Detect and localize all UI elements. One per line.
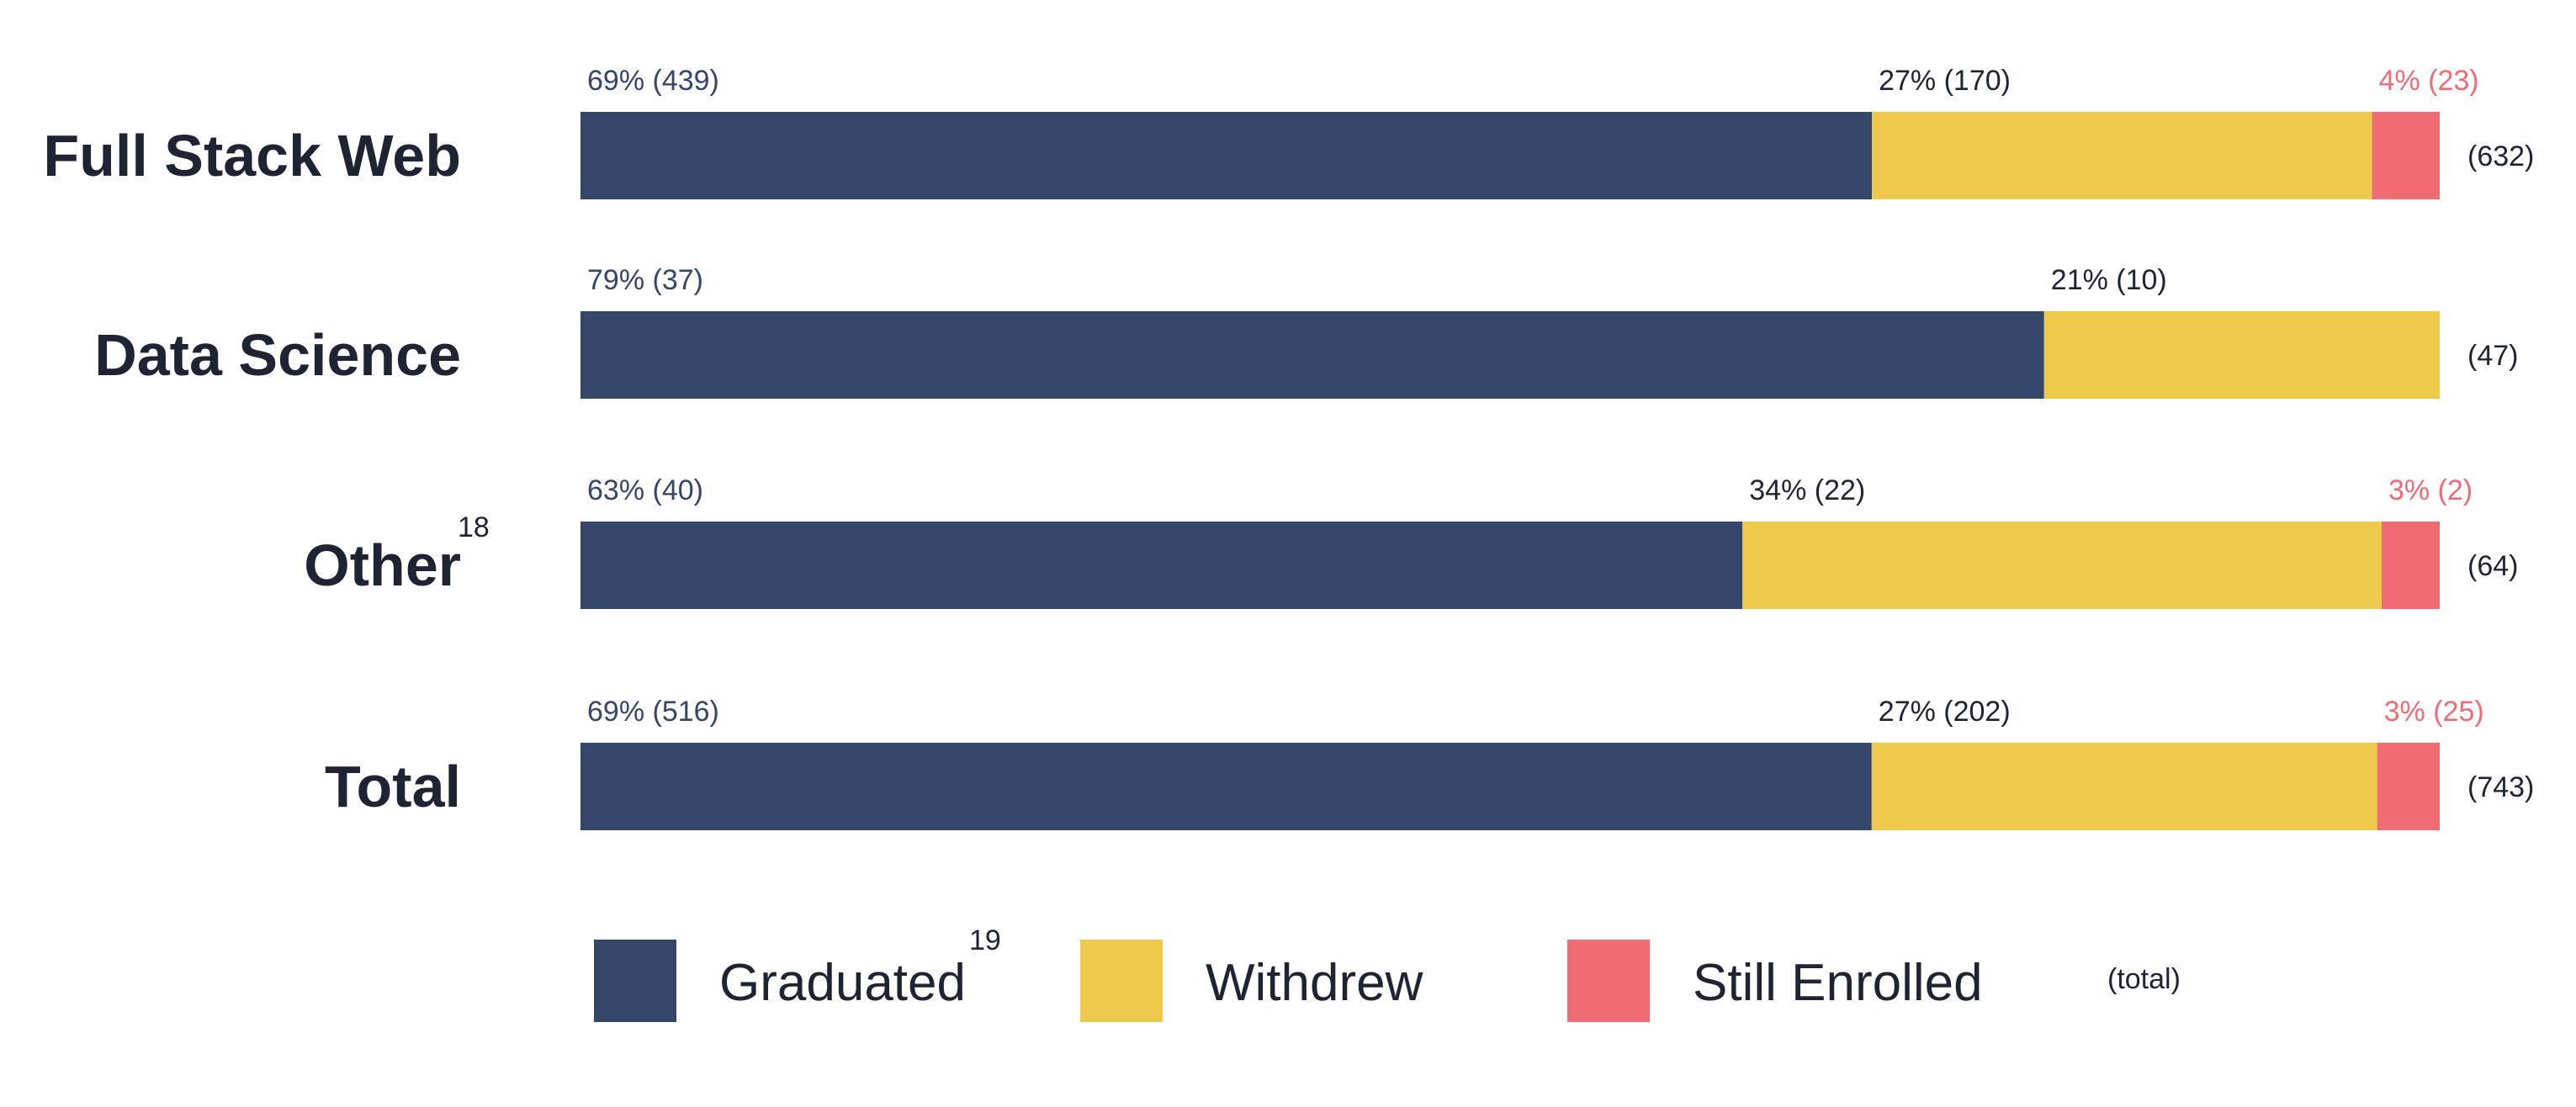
row-total-label: (47) — [2467, 340, 2518, 372]
bar-segment-graduated — [580, 522, 1743, 609]
bar-segment-graduated — [580, 311, 2044, 399]
segment-value-label: 3% (2) — [2388, 474, 2473, 506]
segment-value-label: 3% (25) — [2384, 696, 2484, 728]
legend-label: Still Enrolled — [1693, 954, 1983, 1012]
segment-value-label: 69% (439) — [587, 65, 719, 97]
segment-value-label: 27% (170) — [1879, 65, 2011, 97]
legend-swatch-graduated — [594, 940, 676, 1022]
legend-swatch-withdrew — [1080, 940, 1163, 1022]
legend-swatch-still-enrolled — [1567, 940, 1650, 1022]
legend-total-key: (total) — [2107, 963, 2181, 995]
bar-segment-still-enrolled — [2377, 743, 2440, 830]
segment-value-label: 4% (23) — [2379, 65, 2479, 97]
bar-segment-still-enrolled — [2372, 112, 2440, 199]
category-label: Total — [325, 754, 461, 819]
category-label: Full Stack Web — [43, 123, 461, 188]
segment-value-label: 79% (37) — [587, 264, 703, 296]
category-label: Other — [304, 532, 461, 598]
bar-segment-withdrew — [1871, 743, 2377, 830]
legend-label: Withdrew — [1206, 954, 1423, 1012]
row-total-label: (632) — [2467, 140, 2534, 172]
segment-value-label: 34% (22) — [1749, 474, 1865, 506]
bar-segment-graduated — [580, 112, 1873, 199]
segment-value-label: 69% (516) — [587, 696, 719, 728]
bar-segment-withdrew — [1742, 522, 2382, 609]
bar-segment-graduated — [580, 743, 1872, 830]
category-label: Data Science — [94, 322, 461, 388]
segment-value-label: 21% (10) — [2051, 264, 2167, 296]
row-total-label: (64) — [2467, 550, 2518, 582]
segment-value-label: 63% (40) — [587, 474, 703, 506]
bar-segment-withdrew — [2043, 311, 2440, 399]
legend-label: Graduated — [719, 954, 966, 1012]
bar-segment-withdrew — [1872, 112, 2372, 199]
legend-footnote: 19 — [969, 924, 1001, 956]
category-footnote: 18 — [458, 511, 490, 543]
segment-value-label: 27% (202) — [1879, 696, 2011, 728]
bar-segment-still-enrolled — [2381, 522, 2440, 609]
row-total-label: (743) — [2467, 771, 2534, 803]
